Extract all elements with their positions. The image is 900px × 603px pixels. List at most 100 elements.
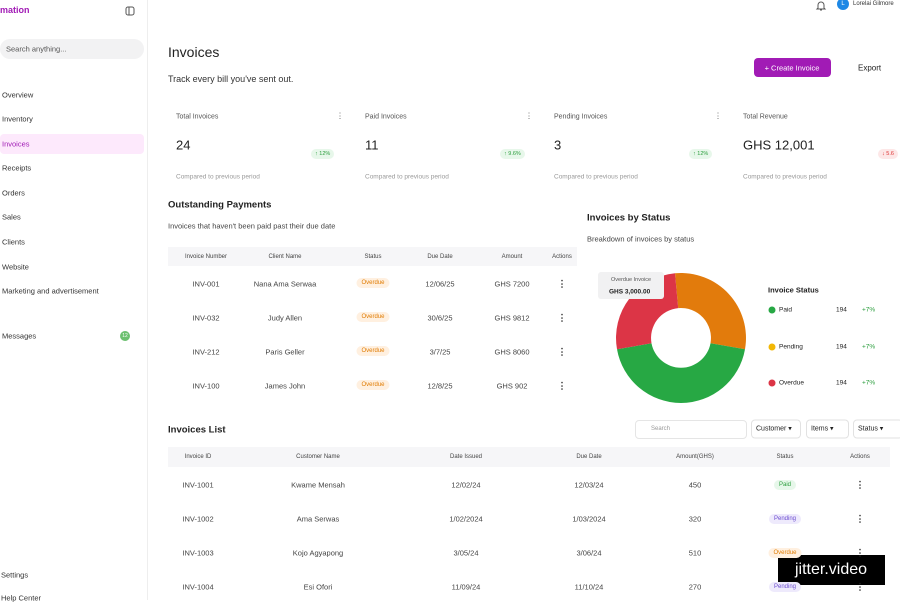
- search-box[interactable]: [0, 39, 144, 59]
- card-label: Total Revenue: [743, 113, 788, 121]
- cell: 30/6/25: [427, 313, 453, 323]
- row-actions[interactable]: ⋮: [557, 380, 567, 391]
- nav-item[interactable]: Receipts: [2, 163, 32, 173]
- cell: GHS 902: [496, 381, 528, 391]
- cell: INV-001: [192, 279, 220, 289]
- row-actions[interactable]: ⋮: [557, 278, 567, 289]
- cell: Esi Ofori: [303, 582, 333, 592]
- cell: Kwame Mensah: [291, 480, 345, 490]
- nav-item[interactable]: Messages: [2, 331, 37, 341]
- legend-label: Overdue: [779, 379, 804, 387]
- cell: 1/02/2024: [449, 514, 483, 524]
- collapse-icon[interactable]: [125, 6, 135, 16]
- nav-item[interactable]: Sales: [2, 212, 21, 222]
- donut-segment: [675, 273, 746, 350]
- card-note: Compared to previous period: [743, 173, 827, 181]
- status-badge: Paid: [773, 480, 797, 490]
- cell: Judy Allen: [267, 313, 303, 323]
- tooltip-value: GHS 3,000.00: [609, 288, 651, 296]
- row-actions[interactable]: ⋮: [557, 346, 567, 357]
- cell: 3/06/24: [576, 548, 602, 558]
- section-title: Invoices by Status: [587, 212, 671, 224]
- logo: mation: [0, 5, 30, 15]
- card-value: 11: [365, 137, 379, 153]
- cell: 11/09/24: [451, 582, 481, 592]
- card-label: Paid Invoices: [365, 113, 407, 121]
- legend-title: Invoice Status: [768, 285, 819, 295]
- watermark-bg: [778, 555, 885, 585]
- active-nav: [0, 134, 144, 154]
- nav-item[interactable]: Invoices: [2, 139, 30, 149]
- card-value: GHS 12,001: [743, 137, 815, 153]
- table-header-bg: [168, 247, 577, 266]
- card-value: 24: [176, 137, 191, 153]
- cell: 12/03/24: [574, 480, 604, 490]
- card-note: Compared to previous period: [176, 173, 260, 181]
- card-value: 3: [554, 137, 562, 153]
- column-header: Invoice ID: [184, 454, 212, 460]
- section-subtitle: Breakdown of invoices by status: [587, 234, 695, 244]
- cell: James John: [264, 381, 306, 391]
- nav-item[interactable]: Marketing and advertisement: [2, 286, 99, 296]
- cell: INV-032: [192, 313, 220, 323]
- cell: INV-1003: [182, 548, 214, 558]
- tooltip-label: Overdue Invoice: [611, 277, 652, 283]
- bell-icon[interactable]: [815, 0, 827, 12]
- row-actions[interactable]: ⋮: [855, 479, 865, 490]
- nav-item[interactable]: Settings: [1, 570, 29, 580]
- donut-segment: [617, 343, 745, 403]
- filter-dropdown[interactable]: Status ▾: [853, 419, 900, 439]
- nav-item[interactable]: Orders: [2, 188, 25, 198]
- card-menu: ⋮: [336, 111, 344, 121]
- watermark: jitter.video: [794, 561, 868, 578]
- cell: GHS 8060: [494, 347, 530, 357]
- cell: Paris Geller: [265, 347, 305, 357]
- legend-change: +7%: [862, 343, 876, 350]
- list-search[interactable]: [635, 420, 747, 439]
- nav-item[interactable]: Website: [2, 262, 29, 272]
- card-change: ↓ 5.6: [878, 149, 898, 159]
- create-label[interactable]: + Create Invoice: [764, 63, 820, 73]
- nav-item[interactable]: Clients: [2, 237, 25, 247]
- row-actions[interactable]: ⋮: [557, 312, 567, 323]
- row-actions[interactable]: ⋮: [855, 581, 865, 592]
- section-subtitle: Invoices that haven't been paid past the…: [168, 221, 336, 231]
- nav-item[interactable]: Help Center: [1, 593, 42, 603]
- cell: INV-1004: [182, 582, 214, 592]
- row-actions[interactable]: ⋮: [855, 513, 865, 524]
- cell: Kojo Agyapong: [292, 548, 344, 558]
- create-button[interactable]: [754, 58, 831, 77]
- table-header-bg: [168, 447, 890, 467]
- cell: 11/10/24: [574, 582, 604, 592]
- card-label: Total Invoices: [176, 113, 219, 121]
- cell: Nana Ama Serwaa: [253, 279, 317, 289]
- filter-dropdown[interactable]: Items ▾: [806, 419, 849, 439]
- sidebar: [0, 0, 148, 600]
- export-button[interactable]: Export: [858, 63, 882, 73]
- card-menu: ⋮: [714, 111, 722, 121]
- legend-value: 194: [836, 379, 847, 387]
- card-change: ↑ 12%: [689, 149, 713, 159]
- cell: 12/06/25: [425, 279, 455, 289]
- section-title: Invoices List: [168, 424, 226, 436]
- legend-label: Pending: [779, 343, 803, 350]
- cell: INV-1002: [182, 514, 214, 524]
- column-header: Date Issued: [449, 454, 483, 460]
- legend-dot: [768, 343, 776, 350]
- column-header: Status: [364, 254, 382, 260]
- nav-badge: 12: [120, 331, 130, 341]
- cell: GHS 9812: [494, 313, 530, 323]
- legend-label: Paid: [779, 306, 793, 314]
- card-change: ↑ 12%: [311, 149, 335, 159]
- cell: 3/7/25: [429, 347, 451, 357]
- cell: 12/02/24: [451, 480, 481, 490]
- page-subtitle: Track every bill you've sent out.: [168, 74, 294, 84]
- nav-item[interactable]: Overview: [2, 90, 34, 100]
- page-title: Invoices: [168, 44, 220, 60]
- filter-dropdown[interactable]: Customer ▾: [751, 419, 801, 439]
- legend-change: +7%: [862, 379, 876, 387]
- nav-item[interactable]: Inventory: [2, 114, 33, 124]
- section-title: Outstanding Payments: [168, 199, 272, 211]
- avatar: L: [837, 0, 849, 10]
- row-actions[interactable]: ⋮: [855, 547, 865, 558]
